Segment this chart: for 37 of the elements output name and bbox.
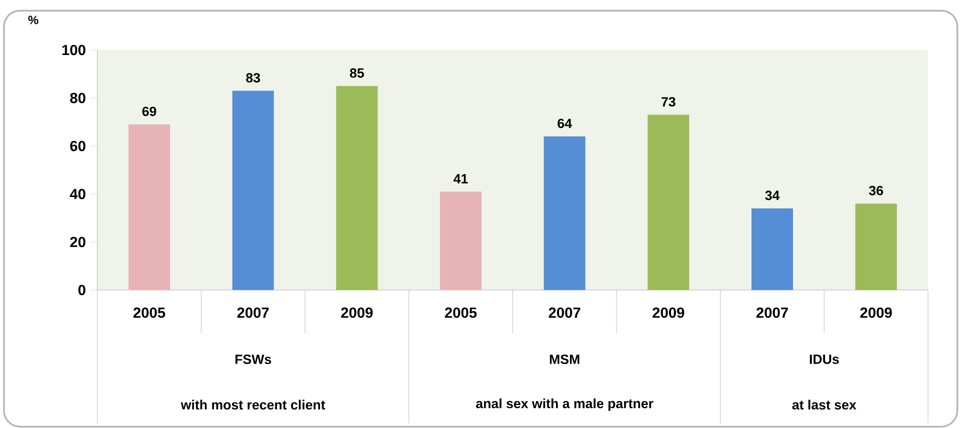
y-tick-label: 20 xyxy=(70,236,86,248)
data-label: 34 xyxy=(765,190,780,200)
x-tick-label: 2007 xyxy=(756,307,788,318)
bar xyxy=(440,192,482,290)
y-tick-label: 80 xyxy=(70,92,86,104)
bar xyxy=(544,136,586,290)
text: at last sex xyxy=(792,400,856,410)
text: MSM xyxy=(550,354,580,364)
data-label: 85 xyxy=(350,68,364,78)
y-tick-label: 60 xyxy=(70,140,86,152)
x-tick-label: 2007 xyxy=(548,307,580,318)
bar xyxy=(751,208,794,290)
x-tick-label: 2009 xyxy=(860,307,892,318)
x-tick-label: 2009 xyxy=(341,307,373,318)
data-label: 64 xyxy=(558,118,572,128)
x-tick-label: 2005 xyxy=(133,307,166,318)
data-label: 83 xyxy=(246,73,260,83)
text: IDUs xyxy=(810,354,839,364)
bar xyxy=(648,114,690,290)
bar xyxy=(336,86,378,290)
bar xyxy=(855,204,897,290)
x-tick-label: 2009 xyxy=(652,307,684,318)
text: FSWs xyxy=(235,354,272,364)
data-label: 36 xyxy=(868,186,884,196)
x-tick-label: 2007 xyxy=(237,307,269,318)
data-label: 73 xyxy=(662,97,676,107)
text: with most recent client xyxy=(180,400,326,410)
y-tick-label: 40 xyxy=(70,188,86,200)
y-tick-label: 0 xyxy=(78,284,86,296)
y-axis-title: % xyxy=(28,16,38,24)
text: anal sex with a male partner xyxy=(476,398,654,411)
bar xyxy=(128,124,170,290)
bar xyxy=(232,90,274,290)
x-tick-label: 2005 xyxy=(444,307,477,318)
data-label: 41 xyxy=(454,174,468,184)
y-tick-label: 100 xyxy=(62,44,86,56)
data-label: 69 xyxy=(142,106,156,116)
